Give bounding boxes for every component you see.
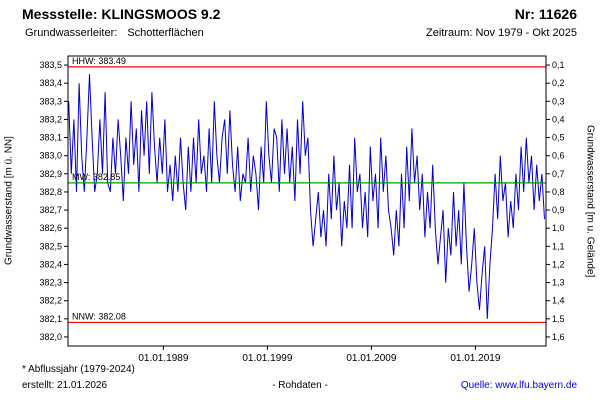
- y-tick-label-right: 1,3: [552, 278, 565, 288]
- y-tick-label-right: 1,2: [552, 259, 565, 269]
- aquifer-value: Schotterflächen: [127, 27, 204, 39]
- y-axis-right-title: Grundwasserstand [m u. Gelände]: [584, 124, 596, 278]
- plot-frame: [67, 55, 547, 347]
- subheader-row: Grundwasserleiter: Schotterflächen Zeitra…: [25, 27, 577, 39]
- y-tick-label-left: 382,4: [39, 259, 62, 269]
- y-tick-label-left: 382,1: [39, 314, 62, 324]
- y-tick-label-left: 382,0: [39, 332, 62, 342]
- y-tick-label-left: 382,7: [39, 205, 62, 215]
- y-tick-label-right: 0,9: [552, 205, 565, 215]
- y-tick-label-left: 383,3: [39, 96, 62, 106]
- y-tick-label-right: 0,5: [552, 133, 565, 143]
- station-number: Nr: 11626: [514, 6, 577, 22]
- aquifer-label: Grundwasserleiter:: [25, 27, 118, 39]
- data-type-label: - Rohdaten -: [272, 380, 328, 391]
- footnote-abflussjahr: * Abflussjahr (1979-2024): [22, 364, 135, 375]
- y-tick-label-right: 0,8: [552, 187, 565, 197]
- ref-label-nnw: NNW: 382.08: [72, 311, 126, 321]
- y-tick-label-left: 383,5: [39, 60, 62, 70]
- y-tick-label-left: 383,0: [39, 151, 62, 161]
- period-label: Zeitraum: Nov 1979 - Okt 2025: [425, 27, 577, 39]
- y-tick-label-left: 382,5: [39, 241, 62, 251]
- aquifer-info: Grundwasserleiter: Schotterflächen: [25, 27, 204, 39]
- y-tick-label-right: 1,0: [552, 223, 565, 233]
- y-tick-label-left: 382,6: [39, 223, 62, 233]
- x-tick-label: 01.01.2009: [346, 353, 396, 364]
- series-group: [68, 74, 545, 319]
- y-tick-label-left: 383,4: [39, 78, 62, 88]
- y-tick-label-right: 0,2: [552, 78, 565, 88]
- y-tick-label-right: 1,5: [552, 314, 565, 324]
- ref-label-hhw: HHW: 383.49: [72, 56, 126, 66]
- y-tick-label-left: 383,1: [39, 133, 62, 143]
- y-tick-label-right: 0,4: [552, 114, 565, 124]
- station-title: Messstelle: KLINGSMOOS 9.2: [22, 6, 221, 22]
- y-tick-label-left: 382,8: [39, 187, 62, 197]
- y-tick-label-right: 1,1: [552, 241, 565, 251]
- y-axis-right: 0,1 0,2 0,3 0,4 0,5 0,6 0,7 0,8 0,9 1,0 1,1 1,2 1,3 1…: [546, 60, 565, 342]
- y-tick-label-left: 383,2: [39, 114, 62, 124]
- y-tick-label-right: 0,7: [552, 169, 565, 179]
- y-axis-left-title: Grundwasserstand [m ü. NN]: [3, 136, 15, 266]
- ref-label-mw: MW: 382.85: [72, 172, 120, 182]
- series-line-rohdaten: [68, 74, 545, 319]
- x-tick-label: 01.01.1999: [242, 353, 292, 364]
- x-tick-label: 01.01.1989: [138, 353, 188, 364]
- y-axis-left: 383,5 383,4 383,3 383,2 383,1 383,0 382,9 382,8…: [39, 60, 68, 342]
- x-tick-label: 01.01.2019: [450, 353, 500, 364]
- y-tick-label-left: 382,3: [39, 278, 62, 288]
- created-date: erstellt: 21.01.2026: [22, 380, 108, 391]
- y-tick-label-right: 0,3: [552, 96, 565, 106]
- x-axis: 01.01.1989 01.01.1999 01.01.2009 01.01.2019: [138, 346, 501, 364]
- y-tick-label-left: 382,2: [39, 296, 62, 306]
- y-tick-label-right: 1,4: [552, 296, 565, 306]
- header-row: Messstelle: KLINGSMOOS 9.2 Nr: 11626: [22, 6, 577, 22]
- y-tick-label-right: 0,6: [552, 151, 565, 161]
- reference-lines: HHW: 383.49 MW: 382.85 NNW: 382.08: [68, 56, 546, 324]
- y-tick-label-left: 382,9: [39, 169, 62, 179]
- source-link[interactable]: Quelle: www.lfu.bayern.de: [460, 380, 577, 391]
- y-tick-label-right: 1,6: [552, 332, 565, 342]
- y-tick-label-right: 0,1: [552, 60, 565, 70]
